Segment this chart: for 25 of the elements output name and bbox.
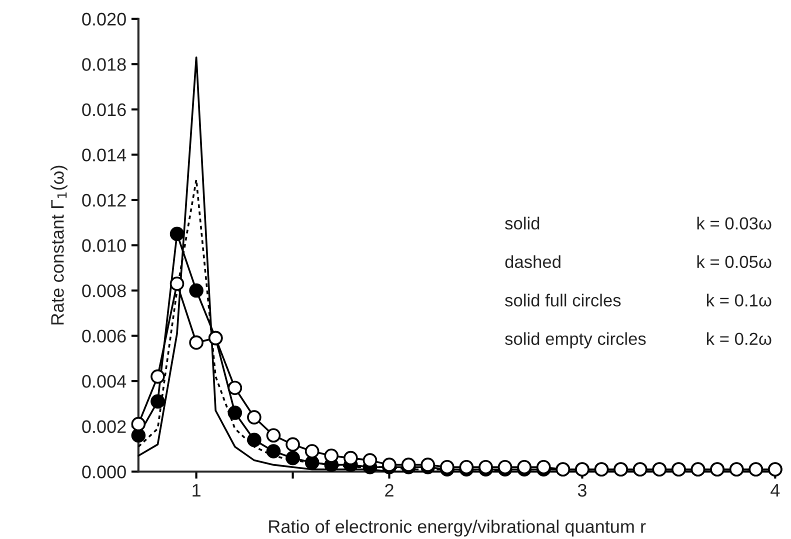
- y-tick-label: 0.008: [82, 284, 126, 298]
- annotation: k = 0.05ω: [697, 255, 772, 268]
- y-tick-label: 0.010: [82, 239, 126, 252]
- y-tick-label: 0.006: [82, 330, 126, 343]
- annotation: k = 0.03ω: [697, 216, 772, 230]
- y-tick-label: 0.018: [82, 58, 126, 71]
- annotation: k = 0.2ω: [707, 332, 772, 345]
- y-tick-label: 0.000: [82, 466, 126, 478]
- y-tick-label: 0.012: [82, 194, 126, 207]
- y-tick-label: 0.004: [82, 375, 126, 388]
- y-tick-label: 0.020: [82, 12, 126, 26]
- annotation: solid full circles: [505, 294, 621, 306]
- x-tick-label: 3: [578, 484, 586, 497]
- annotation: k = 0.1ω: [707, 294, 772, 306]
- y-tick-label: 0.014: [82, 148, 126, 162]
- annotation: solid empty circles: [505, 332, 646, 348]
- y-tick-label: 0.002: [82, 420, 126, 434]
- y-tick-label: 0.016: [82, 103, 126, 116]
- annotation: solid: [505, 216, 540, 230]
- x-axis-title: Ratio of electronic energy/vibrational quantum r: [269, 520, 646, 537]
- x-tick-label: 1: [192, 484, 200, 497]
- x-tick-label: 4: [770, 484, 780, 497]
- x-tick-label: 2: [385, 484, 394, 497]
- y-axis-title: Rate constant Γ$_{1}$(ω): [50, 166, 68, 324]
- annotation: dashed: [505, 255, 560, 268]
